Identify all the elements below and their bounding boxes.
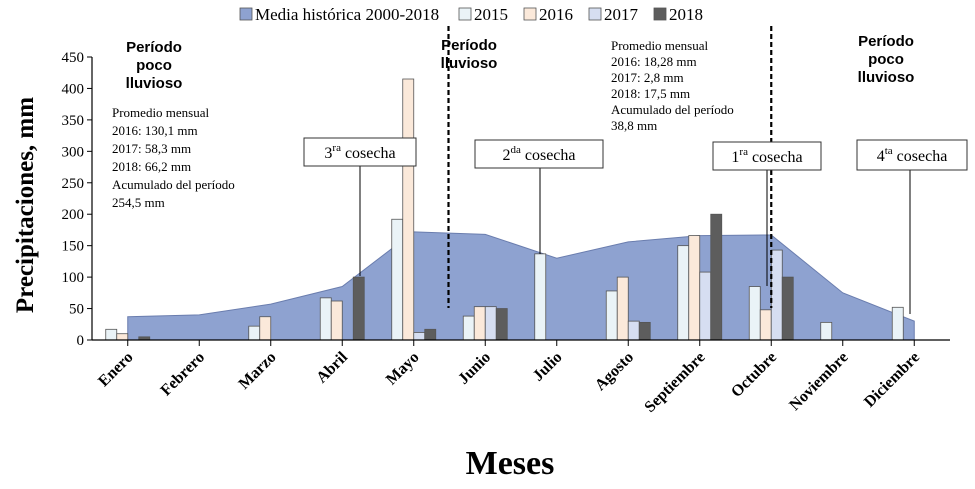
note-right-line: 2017: 2,8 mm (611, 70, 684, 85)
bar-2016-mayo (402, 78, 415, 341)
y-axis-title: Precipitaciones, mm (12, 97, 39, 313)
bar-2015-enero (105, 328, 118, 341)
bar-2015-julio (534, 253, 547, 341)
legend-label: 2015 (474, 5, 508, 24)
period-label-left: Período (126, 39, 182, 56)
month-label: Agosto (592, 349, 637, 394)
annotations: PeríodopocolluviosoPeríodolluviosoPeríod… (112, 33, 968, 314)
note-right-line: Acumulado del período (611, 102, 734, 117)
chart-legend: Media histórica 2000-2018 2015 2016 2017 201… (239, 5, 703, 24)
month-label: Mayo (383, 349, 423, 389)
bar-2015-septiembre (677, 245, 690, 341)
bar-2016-octubre (759, 309, 772, 341)
harvest-label: 1ra cosecha (731, 146, 802, 166)
harvest-label: 2da cosecha (502, 144, 575, 164)
period-label-middle: Período (441, 37, 497, 54)
legend-label: 2016 (539, 5, 573, 24)
month-label: Diciembre (861, 349, 923, 411)
period-label-right: lluvioso (858, 69, 915, 86)
harvest-label: 3ra cosecha (324, 142, 395, 162)
y-tick-label: 250 (62, 176, 85, 192)
period-label-left: lluvioso (126, 75, 183, 92)
legend-label: Media histórica 2000-2018 (255, 5, 439, 24)
note-left-line: 2018: 66,2 mm (112, 159, 191, 174)
bar-2015-noviembre (820, 321, 833, 341)
bar-2018-junio (495, 308, 508, 341)
bar-2018-octubre (781, 276, 794, 341)
harvest-label: 4ta cosecha (877, 145, 948, 165)
y-tick-label: 0 (77, 333, 85, 349)
month-label: Febrero (158, 349, 209, 400)
plot-area (87, 26, 950, 346)
legend-swatch (458, 7, 472, 21)
bar-2015-marzo (248, 325, 261, 341)
bar-2016-junio (473, 306, 486, 341)
harvest-box (712, 141, 822, 171)
month-label: Enero (95, 349, 136, 390)
period-label-right: poco (868, 51, 904, 68)
bar-2015-diciembre (891, 306, 904, 341)
y-tick-label: 200 (62, 207, 85, 223)
month-label: Octubre (728, 349, 780, 401)
harvest-box (856, 139, 968, 171)
bar-2018-agosto (638, 321, 651, 341)
y-tick-label: 100 (62, 270, 85, 286)
harvest-box (474, 139, 604, 169)
bar-2017-agosto (627, 320, 640, 341)
legend-label: 2017 (604, 5, 639, 24)
y-tick-label: 350 (62, 113, 85, 129)
bar-2017-junio (484, 306, 497, 341)
note-right-line: 38,8 mm (611, 118, 657, 133)
y-tick-label: 50 (69, 302, 84, 318)
bar-2016-septiembre (688, 235, 701, 341)
month-label: Septiembre (641, 349, 708, 416)
harvest-box (303, 137, 417, 167)
month-label: Julio (530, 349, 566, 385)
bar-2016-agosto (616, 276, 629, 341)
bar-2015-junio (462, 315, 475, 341)
bar-2015-abril (319, 297, 332, 341)
bar-2016-abril (330, 300, 343, 341)
y-tick-label: 150 (62, 239, 85, 255)
note-right-line: 2016: 18,28 mm (611, 54, 697, 69)
note-left-line: Promedio mensual (112, 105, 210, 120)
bar-2018-mayo (424, 328, 437, 341)
bar-2018-septiembre (710, 213, 723, 341)
bar-2015-octubre (748, 286, 761, 341)
legend-swatch (239, 7, 253, 21)
bar-2015-agosto (605, 290, 618, 341)
bar-2017-mayo (413, 332, 426, 341)
historical-mean-area (127, 231, 915, 341)
month-label: Marzo (236, 349, 280, 393)
month-label: Noviembre (786, 349, 851, 414)
legend-label: 2018 (669, 5, 703, 24)
legend-swatch (588, 7, 602, 21)
period-label-left: poco (136, 57, 172, 74)
y-tick-label: 300 (62, 144, 85, 160)
period-label-middle: lluvioso (441, 55, 498, 72)
note-right-line: 2018: 17,5 mm (611, 86, 690, 101)
bar-2017-septiembre (699, 271, 712, 341)
month-label: Abril (313, 348, 351, 386)
bar-2016-enero (116, 333, 129, 341)
bar-2016-marzo (259, 316, 272, 341)
legend-swatch (653, 7, 667, 21)
x-axis-title: Meses (466, 445, 555, 482)
month-label: Junio (455, 349, 494, 388)
y-tick-label: 400 (62, 81, 85, 97)
note-left-line: 2017: 58,3 mm (112, 141, 191, 156)
bar-2018-abril (352, 276, 365, 341)
period-label-right: Período (858, 33, 914, 50)
bar-2015-mayo (391, 218, 404, 341)
y-tick-label: 450 (62, 50, 85, 66)
note-right-line: Promedio mensual (611, 38, 709, 53)
bar-2017-octubre (770, 249, 783, 341)
note-left-line: 254,5 mm (112, 195, 165, 210)
legend-swatch (523, 7, 537, 21)
note-left-line: Acumulado del período (112, 177, 235, 192)
note-left-line: 2016: 130,1 mm (112, 123, 198, 138)
